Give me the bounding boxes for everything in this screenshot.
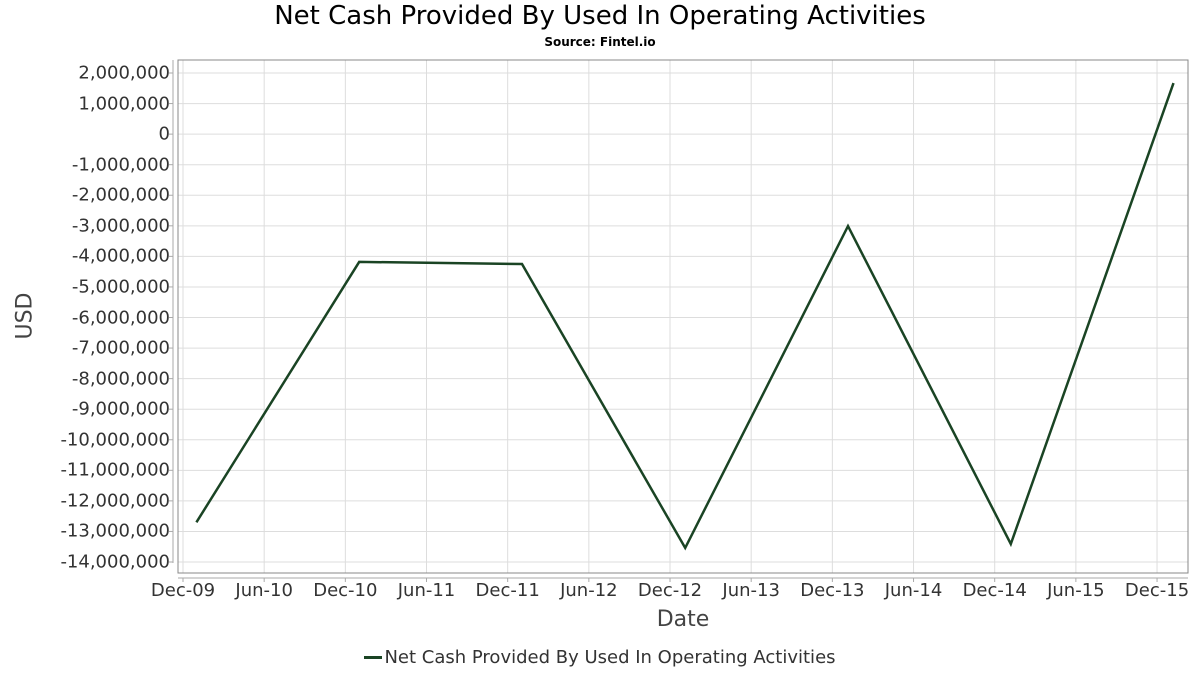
- y-tick-label: -9,000,000: [71, 398, 170, 420]
- y-tick-label: -5,000,000: [71, 276, 170, 298]
- y-tick-label: -6,000,000: [71, 307, 170, 328]
- x-axis-label: Date: [656, 607, 710, 632]
- y-tick-label: -2,000,000: [71, 184, 170, 206]
- x-tick-label: Jun-12: [560, 580, 618, 601]
- x-tick-label: Dec-10: [313, 580, 378, 601]
- y-tick-label: -4,000,000: [71, 245, 170, 267]
- x-tick-label: Jun-10: [235, 580, 293, 601]
- y-tick-label: -11,000,000: [60, 459, 170, 481]
- y-tick-label: 1,000,000: [78, 93, 170, 115]
- gridlines: [178, 60, 1188, 573]
- y-tick-label: -8,000,000: [71, 368, 170, 390]
- chart-subtitle: Source: Fintel.io: [544, 35, 656, 49]
- y-tick-label: -7,000,000: [71, 337, 170, 359]
- x-tick-label: Dec-12: [637, 580, 703, 601]
- y-tick-label: -1,000,000: [71, 154, 170, 176]
- y-tick-label: -13,000,000: [60, 520, 170, 542]
- x-tick-label: Dec-13: [800, 580, 865, 601]
- plot-frame: [177, 59, 1189, 574]
- x-tick-label: Jun-14: [884, 580, 943, 601]
- y-tick-label: -10,000,000: [60, 429, 170, 451]
- x-tick-label: Jun-15: [1047, 580, 1105, 601]
- y-axis-label: USD: [12, 292, 38, 340]
- legend-line-icon: [364, 655, 383, 659]
- legend-label: Net Cash Provided By Used In Operating A…: [384, 647, 836, 668]
- x-tick-label: Jun-11: [397, 580, 456, 601]
- y-tick-label: -14,000,000: [60, 551, 170, 573]
- y-tick-label: -12,000,000: [60, 490, 170, 512]
- x-tick-label: Dec-09: [150, 580, 216, 601]
- axis-ticks: [169, 72, 1158, 582]
- y-tick-label: 2,000,000: [78, 62, 170, 84]
- x-tick-label: Dec-14: [962, 580, 1027, 601]
- x-tick-label: Jun-13: [722, 580, 780, 601]
- x-tick-label: Dec-15: [1124, 580, 1190, 601]
- legend: Net Cash Provided By Used In Operating A…: [0, 647, 1200, 668]
- chart-title: Net Cash Provided By Used In Operating A…: [274, 1, 926, 31]
- x-tick-label: Dec-11: [475, 580, 540, 601]
- series-line: [195, 82, 1175, 551]
- y-tick-label: -3,000,000: [71, 215, 170, 237]
- y-tick-label: 0: [158, 123, 170, 145]
